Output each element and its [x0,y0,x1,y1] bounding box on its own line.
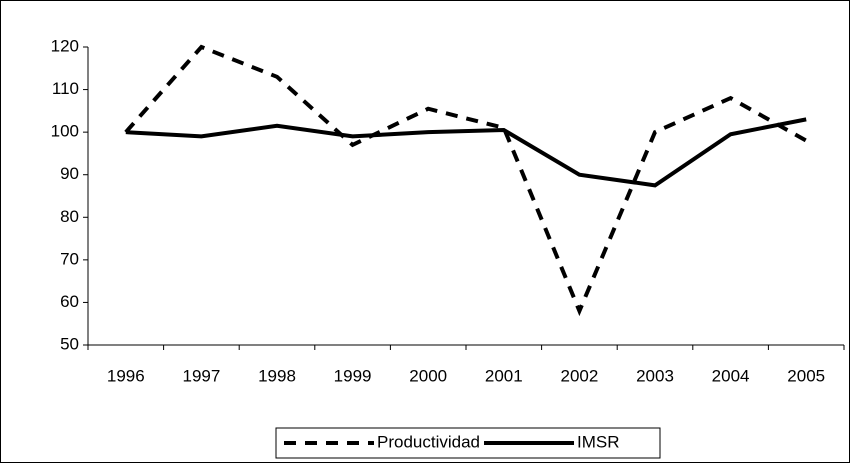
legend-box [275,427,661,459]
x-tick-label: 2002 [560,366,598,385]
x-tick-label: 2003 [636,366,674,385]
y-tick-label: 110 [52,79,79,98]
x-tick-label: 1998 [258,366,296,385]
y-tick-label: 120 [51,36,79,55]
legend-label: Productividad [377,432,480,451]
line-series [125,117,807,188]
y-tick-label: 100 [51,122,79,141]
x-tick-label: 1999 [334,366,372,385]
y-tick-label: 70 [60,249,79,268]
y-tick-label: 80 [60,207,79,226]
y-tick-label: 60 [60,292,79,311]
y-tick-label: 90 [60,164,79,183]
x-tick-label: 1997 [182,366,220,385]
x-tick-label: 2000 [409,366,447,385]
x-tick-label: 1996 [107,366,145,385]
line-series [124,44,808,317]
legend-label: IMSR [577,432,620,451]
x-tick-label: 2004 [712,366,750,385]
y-tick-label: 50 [60,334,79,353]
x-tick-label: 2005 [787,366,825,385]
x-tick-label: 2001 [485,366,523,385]
